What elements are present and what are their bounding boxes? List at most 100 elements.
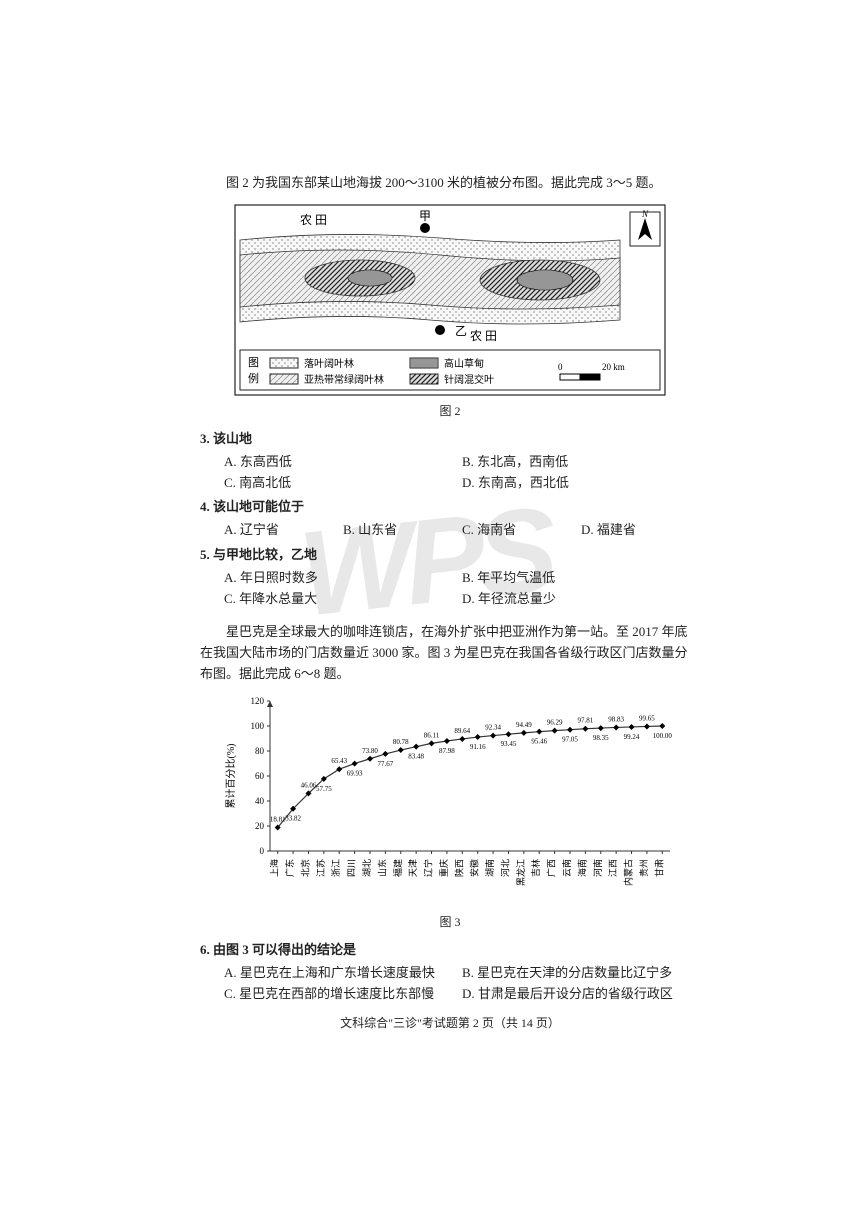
svg-text:120: 120 <box>251 696 265 706</box>
q4-B: B. 山东省 <box>343 520 462 541</box>
q6-C: C. 星巴克在西部的增长速度比东部慢 <box>224 984 462 1005</box>
svg-text:贵州: 贵州 <box>638 859 649 877</box>
q6-stem: 6. 由图 3 可以得出的结论是 <box>200 940 700 961</box>
svg-text:73.80: 73.80 <box>362 747 378 755</box>
svg-text:农 田: 农 田 <box>300 213 327 227</box>
figure-3: 累计百分比(%)02040608010012018.81上海33.82广东46.… <box>200 691 700 911</box>
svg-text:海南: 海南 <box>576 859 587 877</box>
q3-D: D. 东南高，西北低 <box>462 473 700 494</box>
q3-options: A. 东高西低 B. 东北高，西南低 C. 南高北低 D. 东南高，西北低 <box>224 452 700 494</box>
intro-q3-5: 图 2 为我国东部某山地海拔 200～3100 米的植被分布图。据此完成 3～5… <box>200 173 700 194</box>
figure-2: 甲乙农 田农 田N图例落叶阔叶林高山草甸亚热带常绿阔叶林针阔混交叶020 km <box>200 200 700 400</box>
svg-text:95.46: 95.46 <box>531 737 547 745</box>
svg-text:内蒙古: 内蒙古 <box>623 859 634 886</box>
svg-text:98.83: 98.83 <box>608 715 624 723</box>
svg-text:92.34: 92.34 <box>485 723 501 731</box>
q6-B: B. 星巴克在天津的分店数量比辽宁多 <box>462 963 700 984</box>
q6-D: D. 甘肃是最后开设分店的省级行政区 <box>462 984 700 1005</box>
svg-text:亚热带常绿阔叶林: 亚热带常绿阔叶林 <box>304 373 384 386</box>
q5-C: C. 年降水总量大 <box>224 589 462 610</box>
svg-text:97.05: 97.05 <box>562 735 578 743</box>
svg-text:落叶阔叶林: 落叶阔叶林 <box>304 357 354 370</box>
svg-text:60: 60 <box>255 771 265 781</box>
svg-text:累计百分比(%): 累计百分比(%) <box>224 743 237 808</box>
svg-text:陕西: 陕西 <box>453 859 464 877</box>
q5-D: D. 年径流总量少 <box>462 589 700 610</box>
q5-B: B. 年平均气温低 <box>462 568 700 589</box>
svg-text:山东: 山东 <box>376 859 387 877</box>
svg-text:20 km: 20 km <box>602 362 625 372</box>
intro-q6-8: 星巴克是全球最大的咖啡连锁店，在海外扩张中把亚洲作为第一站。至 2017 年底在… <box>200 622 700 684</box>
svg-text:93.45: 93.45 <box>501 740 517 748</box>
svg-text:33.82: 33.82 <box>285 814 301 822</box>
svg-text:图: 图 <box>248 356 259 369</box>
svg-text:100.00: 100.00 <box>653 732 673 740</box>
svg-text:安徽: 安徽 <box>469 859 480 877</box>
svg-text:N: N <box>641 209 649 219</box>
svg-text:0: 0 <box>558 362 563 372</box>
svg-text:87.98: 87.98 <box>439 747 455 755</box>
svg-text:甲: 甲 <box>419 209 431 223</box>
svg-text:例: 例 <box>248 371 259 385</box>
svg-text:98.35: 98.35 <box>593 734 609 742</box>
svg-text:高山草甸: 高山草甸 <box>444 357 484 370</box>
svg-text:80.78: 80.78 <box>393 738 409 746</box>
q5-options: A. 年日照时数多 B. 年平均气温低 C. 年降水总量大 D. 年径流总量少 <box>224 568 700 610</box>
svg-text:浙江: 浙江 <box>330 859 341 877</box>
svg-text:农 田: 农 田 <box>470 329 497 343</box>
svg-text:96.29: 96.29 <box>547 718 563 726</box>
figure-3-svg: 累计百分比(%)02040608010012018.81上海33.82广东46.… <box>220 691 680 911</box>
svg-text:辽宁: 辽宁 <box>423 859 434 877</box>
svg-text:湖北: 湖北 <box>362 859 372 877</box>
page-footer: 文科综合"三诊"考试题第 2 页（共 14 页） <box>200 1014 700 1033</box>
svg-text:云南: 云南 <box>561 859 572 877</box>
q3-A: A. 东高西低 <box>224 452 462 473</box>
svg-text:北京: 北京 <box>299 859 310 877</box>
q3-stem: 3. 该山地 <box>200 429 700 450</box>
q3-B: B. 东北高，西南低 <box>462 452 700 473</box>
q4-stem: 4. 该山地可能位于 <box>200 497 700 518</box>
svg-text:18.81: 18.81 <box>270 815 286 823</box>
svg-text:天津: 天津 <box>408 859 418 877</box>
svg-text:89.64: 89.64 <box>454 727 470 735</box>
svg-text:四川: 四川 <box>347 859 357 877</box>
svg-text:46.06: 46.06 <box>301 781 317 789</box>
svg-text:重庆: 重庆 <box>438 859 449 877</box>
svg-text:河北: 河北 <box>499 859 510 877</box>
svg-text:100: 100 <box>251 721 265 731</box>
svg-text:江苏: 江苏 <box>315 859 326 877</box>
svg-text:20: 20 <box>255 821 265 831</box>
svg-text:99.65: 99.65 <box>639 714 655 722</box>
q6-A: A. 星巴克在上海和广东增长速度最快 <box>224 963 462 984</box>
svg-text:80: 80 <box>255 746 265 756</box>
svg-text:91.16: 91.16 <box>470 743 486 751</box>
svg-text:97.81: 97.81 <box>578 716 594 724</box>
svg-text:40: 40 <box>255 796 265 806</box>
q5-stem: 5. 与甲地比较，乙地 <box>200 545 700 566</box>
q6-options: A. 星巴克在上海和广东增长速度最快 B. 星巴克在天津的分店数量比辽宁多 C.… <box>224 963 700 1005</box>
svg-text:针阔混交叶: 针阔混交叶 <box>444 373 494 386</box>
svg-text:57.75: 57.75 <box>316 785 332 793</box>
svg-text:86.11: 86.11 <box>424 731 440 739</box>
svg-text:甘肃: 甘肃 <box>653 859 664 877</box>
svg-text:99.24: 99.24 <box>624 733 640 741</box>
svg-text:黑龙江: 黑龙江 <box>515 859 526 886</box>
figure-2-svg: 甲乙农 田农 田N图例落叶阔叶林高山草甸亚热带常绿阔叶林针阔混交叶020 km <box>230 200 670 400</box>
figure-2-caption: 图 2 <box>200 402 700 421</box>
svg-text:乙: 乙 <box>455 324 467 338</box>
svg-text:河南: 河南 <box>592 859 603 877</box>
q4-C: C. 海南省 <box>462 520 581 541</box>
svg-text:广东: 广东 <box>284 859 295 877</box>
svg-text:94.49: 94.49 <box>516 721 532 729</box>
figure-3-caption: 图 3 <box>200 913 700 932</box>
svg-text:77.67: 77.67 <box>378 760 394 768</box>
svg-text:69.93: 69.93 <box>347 769 363 777</box>
svg-text:83.48: 83.48 <box>408 752 424 760</box>
q5-A: A. 年日照时数多 <box>224 568 462 589</box>
svg-text:福建: 福建 <box>392 859 403 877</box>
q4-A: A. 辽宁省 <box>224 520 343 541</box>
svg-text:广西: 广西 <box>546 859 557 877</box>
q4-options: A. 辽宁省 B. 山东省 C. 海南省 D. 福建省 <box>224 520 700 541</box>
q3-C: C. 南高北低 <box>224 473 462 494</box>
svg-text:上海: 上海 <box>269 859 280 877</box>
